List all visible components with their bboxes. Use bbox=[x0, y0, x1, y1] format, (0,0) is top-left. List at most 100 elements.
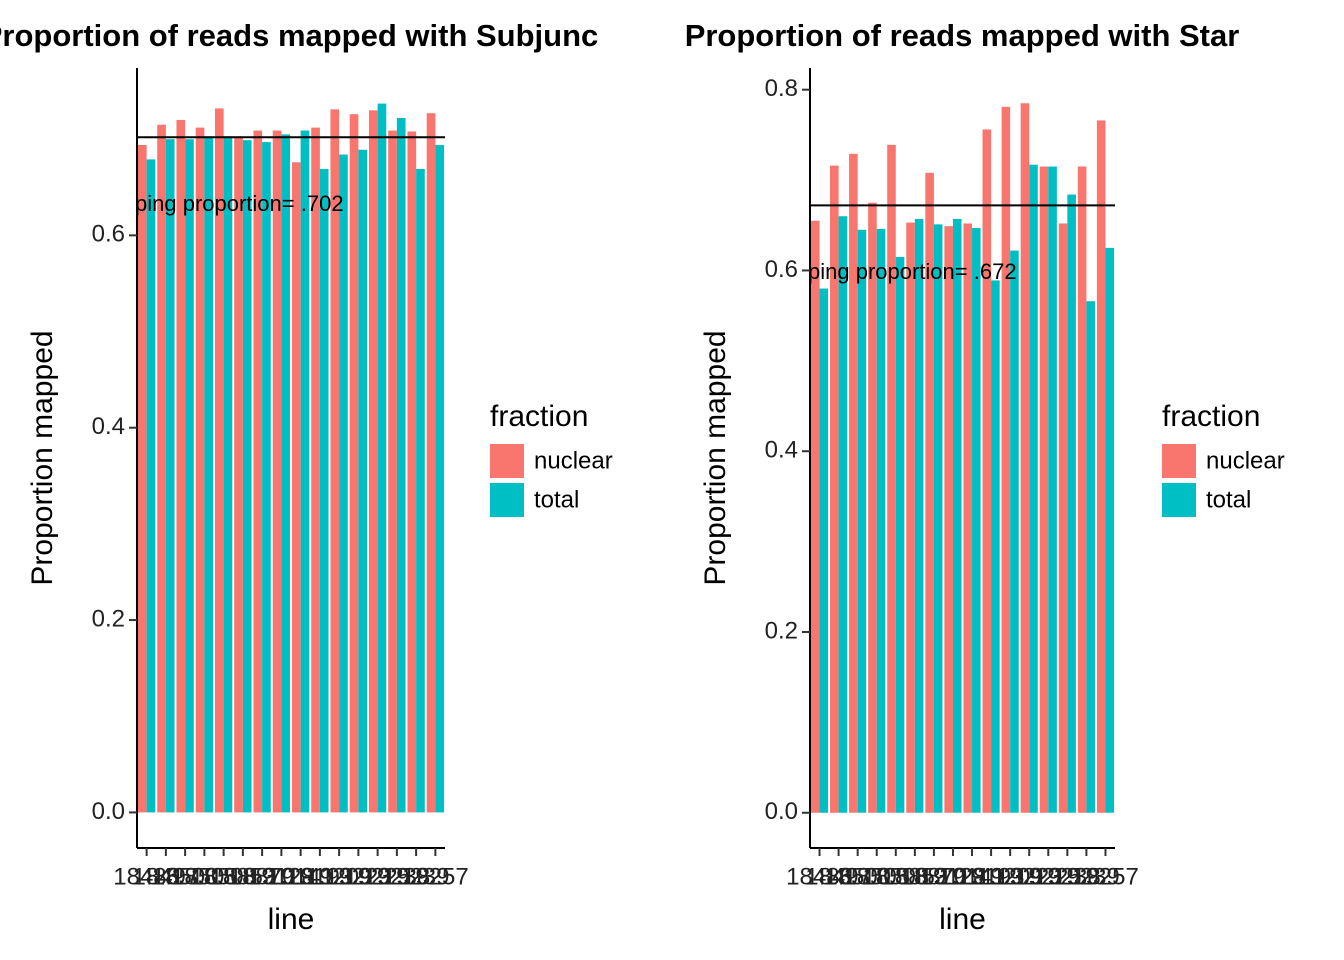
bar bbox=[195, 127, 205, 813]
x-tick-label: 19209 bbox=[977, 863, 1044, 890]
bar bbox=[1029, 164, 1038, 813]
bar bbox=[1067, 194, 1076, 813]
x-axis-title: line bbox=[939, 903, 986, 936]
bar bbox=[281, 134, 291, 813]
bar bbox=[176, 119, 186, 813]
y-tick-label: 0.6 bbox=[92, 221, 125, 248]
x-tick-label: 19141 bbox=[939, 863, 1006, 890]
bar bbox=[426, 113, 436, 813]
x-tick-label: 19193 bbox=[958, 863, 1025, 890]
y-axis-title: Proportion mapped bbox=[699, 330, 732, 585]
bar bbox=[396, 118, 406, 813]
bar bbox=[914, 218, 924, 813]
legend-label: total bbox=[534, 486, 579, 513]
x-tick-label: 18853 bbox=[210, 863, 277, 890]
legend-swatch bbox=[490, 444, 524, 478]
bar bbox=[358, 149, 368, 813]
bar bbox=[377, 103, 387, 813]
x-tick-label: 18500 bbox=[152, 863, 219, 890]
x-tick-label: 19225 bbox=[1015, 863, 1082, 890]
annotation: ping proportion= .702 bbox=[135, 191, 344, 216]
bar bbox=[1105, 247, 1115, 813]
bar bbox=[819, 288, 829, 813]
x-tick-label: 19209 bbox=[306, 863, 373, 890]
bar bbox=[368, 110, 378, 813]
bar bbox=[388, 130, 397, 813]
x-tick-label: 18505 bbox=[171, 863, 238, 890]
bar bbox=[1096, 120, 1106, 813]
bar bbox=[838, 216, 848, 813]
legend-label: total bbox=[1206, 486, 1251, 513]
bar bbox=[1039, 166, 1049, 813]
bar bbox=[1010, 250, 1019, 813]
legend-label: nuclear bbox=[1206, 447, 1285, 474]
chart-title: Proportion of reads mapped with Star bbox=[685, 18, 1240, 53]
x-tick-label: 18870 bbox=[901, 863, 968, 890]
bar bbox=[146, 159, 156, 813]
y-tick-label: 0.8 bbox=[765, 75, 798, 102]
x-tick-label: 19193 bbox=[287, 863, 354, 890]
x-tick-label: 18508 bbox=[862, 863, 929, 890]
chart-title: Proportion of reads mapped with Subjunc bbox=[0, 18, 598, 53]
x-tick-label: 19225 bbox=[344, 863, 411, 890]
bar bbox=[253, 130, 263, 813]
legend-title: fraction bbox=[1162, 400, 1260, 433]
bar bbox=[242, 140, 252, 813]
x-tick-label: 18870 bbox=[229, 863, 296, 890]
x-axis-title: line bbox=[268, 903, 315, 936]
bar bbox=[311, 127, 320, 813]
bar bbox=[1001, 106, 1011, 813]
bar bbox=[1086, 301, 1095, 813]
bar bbox=[165, 139, 175, 813]
bar bbox=[876, 228, 886, 813]
bar bbox=[830, 165, 839, 813]
x-tick-label: 19128 bbox=[248, 863, 315, 890]
y-tick-label: 0.2 bbox=[92, 605, 125, 632]
bar bbox=[435, 144, 445, 813]
bar bbox=[204, 136, 214, 813]
bar bbox=[963, 223, 973, 813]
bar bbox=[300, 130, 310, 813]
bar bbox=[157, 124, 166, 813]
x-tick-label: 18853 bbox=[881, 863, 948, 890]
y-tick-label: 0.0 bbox=[765, 798, 798, 825]
x-tick-label: 18486 bbox=[786, 863, 853, 890]
plot-area: ping proportion= .672 bbox=[808, 103, 1115, 813]
bar bbox=[952, 218, 962, 813]
x-tick-label: 19238 bbox=[1034, 863, 1101, 890]
bar bbox=[137, 144, 147, 813]
bar bbox=[319, 168, 329, 813]
legend-title: fraction bbox=[490, 400, 588, 433]
bar bbox=[234, 136, 243, 813]
bar bbox=[1077, 166, 1087, 813]
y-tick-label: 0.6 bbox=[765, 256, 798, 283]
bar bbox=[349, 114, 359, 813]
x-tick-label: 18505 bbox=[843, 863, 910, 890]
bar bbox=[925, 172, 934, 813]
y-axis-title: Proportion mapped bbox=[26, 330, 59, 585]
annotation: ping proportion= .672 bbox=[808, 259, 1017, 284]
x-tick-label: 19238 bbox=[364, 863, 431, 890]
bar bbox=[185, 139, 194, 813]
legend-swatch bbox=[1162, 444, 1196, 478]
y-tick-label: 0.4 bbox=[92, 413, 125, 440]
x-tick-label: 18497 bbox=[805, 863, 872, 890]
x-tick-label: 18486 bbox=[113, 863, 180, 890]
bar bbox=[1058, 223, 1068, 813]
x-tick-label: 19128 bbox=[920, 863, 987, 890]
bar bbox=[223, 136, 233, 813]
bar bbox=[991, 280, 1000, 813]
legend-swatch bbox=[490, 483, 524, 517]
bar bbox=[857, 229, 867, 813]
bar bbox=[330, 109, 340, 813]
bar bbox=[868, 202, 877, 813]
bar bbox=[810, 220, 820, 813]
bar bbox=[982, 129, 992, 813]
x-tick-label: 19239 bbox=[383, 863, 450, 890]
bar bbox=[262, 142, 271, 813]
y-tick-label: 0.4 bbox=[765, 437, 798, 464]
bar bbox=[1020, 103, 1030, 813]
x-tick-label: 19257 bbox=[1072, 863, 1139, 890]
y-tick-label: 0.0 bbox=[92, 798, 125, 825]
